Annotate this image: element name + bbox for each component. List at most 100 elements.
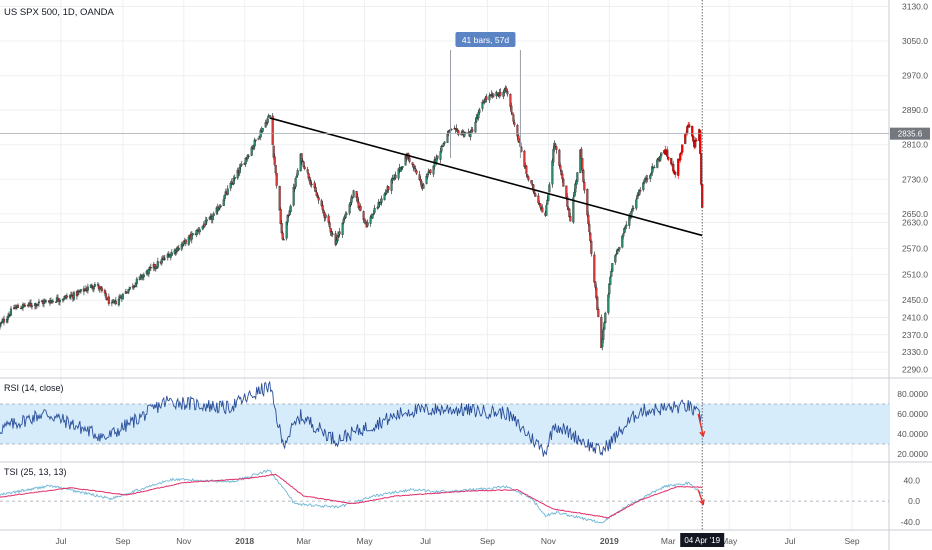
price-tick-label: 2650.0	[902, 209, 928, 219]
candle-body	[399, 166, 402, 172]
price-tick-label: 2570.0	[902, 243, 928, 253]
candle-body	[114, 300, 117, 305]
candle-body	[285, 221, 288, 239]
trendline-group[interactable]	[269, 117, 703, 237]
candle-body	[54, 301, 57, 303]
price-tick-label: 2330.0	[902, 347, 928, 357]
candle-body	[261, 127, 264, 132]
candle-body	[250, 147, 253, 156]
candle-body	[559, 165, 562, 170]
candle-body	[264, 122, 267, 128]
candle-body	[656, 159, 659, 168]
candle-body	[603, 322, 606, 330]
candle-body	[310, 183, 313, 185]
candle-body	[191, 233, 194, 236]
candle-body	[686, 126, 689, 133]
tsi-arrow-shaft[interactable]	[697, 489, 704, 505]
candle-body	[348, 204, 351, 214]
candle-body	[36, 303, 40, 305]
candle-body	[505, 88, 508, 91]
price-tick-label: 2630.0	[902, 217, 928, 227]
candle-body	[72, 292, 75, 300]
time-tick-label: Sep	[115, 536, 130, 546]
candle-body	[653, 167, 656, 169]
candle-body	[632, 208, 635, 210]
candle-body	[139, 274, 142, 276]
last-price-tag	[890, 127, 930, 140]
price-axis[interactable]: 3130.0 3050.0 2970.0 2890.0 2810.0 2730.0 2650…	[897, 1, 928, 526]
candle-body	[266, 118, 269, 124]
candle-body	[545, 205, 548, 216]
candle-body	[565, 185, 568, 198]
candle-body	[551, 160, 554, 185]
candle-body	[502, 91, 505, 97]
candle-body	[350, 196, 353, 203]
candle-body	[583, 181, 586, 191]
candle-body	[205, 219, 208, 222]
candle-body	[561, 173, 564, 179]
candle-body	[23, 305, 27, 307]
candle-body	[51, 300, 54, 303]
trendline[interactable]	[269, 117, 703, 237]
rsi-line[interactable]	[0, 380, 703, 457]
candle-body	[681, 144, 684, 153]
candle-body	[589, 232, 592, 242]
candle-body	[135, 278, 138, 284]
candle-body	[306, 169, 309, 173]
candle-body	[303, 166, 306, 170]
candle-body	[650, 173, 653, 175]
rsi-pane[interactable]	[0, 380, 703, 457]
candle-body	[530, 180, 533, 184]
candle-body	[446, 134, 449, 143]
tsi-pane[interactable]	[0, 469, 703, 524]
candle-body	[471, 129, 474, 132]
measure-badge[interactable]	[455, 32, 516, 47]
tsi-signal-line[interactable]	[0, 473, 703, 519]
candle-body	[296, 170, 299, 176]
candle-body	[320, 200, 323, 206]
measure-range[interactable]: 41 bars, 57d	[449, 32, 521, 158]
candle-body	[156, 261, 159, 268]
candle-body	[289, 205, 292, 213]
candle-body	[562, 178, 565, 187]
rsi-arrow-shaft[interactable]	[697, 413, 704, 437]
time-axis[interactable]: Jul Sep Nov 2018 Mar May Jul Sep Nov 2019 Mar May Ju…	[55, 536, 859, 546]
candle-body	[608, 283, 611, 295]
candle-body	[238, 167, 241, 174]
candle-body	[90, 285, 93, 288]
candle-body	[588, 224, 591, 233]
candle-body	[187, 236, 190, 245]
candle-body	[596, 296, 599, 311]
candle-body	[630, 211, 633, 218]
candle-body	[651, 166, 654, 173]
candle-body	[142, 274, 145, 278]
candle-body	[254, 139, 257, 141]
candle-body	[345, 213, 348, 215]
candle-body	[610, 270, 613, 277]
candle-body	[247, 155, 250, 157]
candle-body	[593, 254, 596, 283]
candle-body	[566, 196, 569, 207]
candle-body	[474, 121, 477, 133]
candle-body	[442, 143, 445, 147]
candle-body	[390, 179, 393, 191]
candle-body	[6, 316, 10, 320]
candle-body	[485, 96, 488, 100]
candle-body	[670, 158, 673, 165]
candles[interactable]	[0, 85, 704, 351]
price-tick-label: 2510.0	[902, 269, 928, 279]
candle-body	[275, 173, 278, 186]
candle-body	[439, 151, 442, 160]
candle-body	[615, 253, 618, 255]
rsi-tick-label: 80.0000	[897, 389, 928, 399]
candle-body	[268, 114, 271, 117]
candle-body	[198, 229, 201, 233]
candle-body	[580, 148, 583, 159]
candle-body	[230, 181, 233, 184]
price-tick-label: 3050.0	[902, 36, 928, 46]
annotation-arrows[interactable]	[697, 413, 706, 506]
candle-body	[317, 197, 320, 201]
candle-body	[86, 286, 89, 291]
